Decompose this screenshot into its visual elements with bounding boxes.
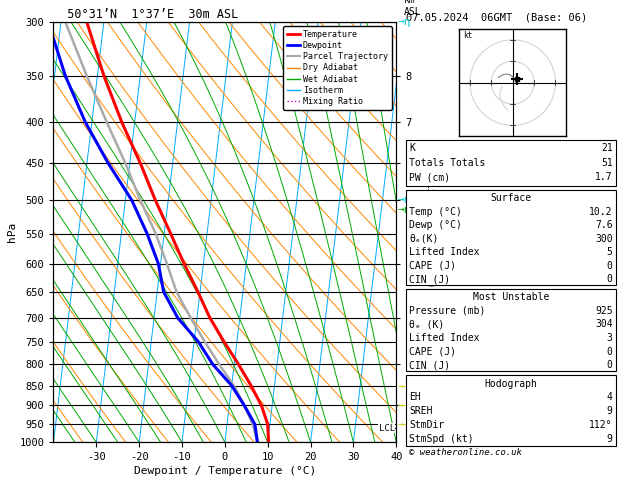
Text: EH: EH [409,392,421,402]
Text: 50°31’N  1°37’E  30m ASL: 50°31’N 1°37’E 30m ASL [53,8,239,21]
Text: SREH: SREH [409,406,433,416]
Text: →→: →→ [398,381,409,391]
Text: Hodograph: Hodograph [484,379,538,389]
Text: 112°: 112° [589,420,613,430]
Text: →η: →η [398,195,411,205]
Text: © weatheronline.co.uk: © weatheronline.co.uk [409,448,521,457]
Text: 925: 925 [595,306,613,316]
Text: θₑ(K): θₑ(K) [409,234,439,244]
Text: StmDir: StmDir [409,420,445,430]
Text: 1.7: 1.7 [595,173,613,182]
Y-axis label: hPa: hPa [7,222,16,242]
Text: 0: 0 [607,347,613,357]
Text: 0: 0 [607,261,613,271]
Text: Totals Totals: Totals Totals [409,158,486,168]
Text: 4: 4 [607,392,613,402]
Text: Mixing Ratio (g/kg): Mixing Ratio (g/kg) [425,176,435,288]
Text: 0: 0 [607,275,613,284]
Text: 7.6: 7.6 [595,221,613,230]
Text: Surface: Surface [491,193,532,204]
Text: Pressure (mb): Pressure (mb) [409,306,486,316]
Text: 10.2: 10.2 [589,207,613,217]
Text: 5: 5 [607,247,613,258]
Text: km
ASL: km ASL [404,0,421,17]
Text: θₑ (K): θₑ (K) [409,319,445,330]
Text: CIN (J): CIN (J) [409,275,450,284]
Text: →→: →→ [398,419,409,430]
Text: 21: 21 [601,143,613,154]
Text: CAPE (J): CAPE (J) [409,347,457,357]
Text: 9: 9 [607,406,613,416]
Text: K: K [409,143,415,154]
Text: →η: →η [398,17,411,27]
Text: Lifted Index: Lifted Index [409,247,480,258]
Text: LCL: LCL [379,423,395,433]
Text: 3: 3 [607,333,613,343]
Text: 9: 9 [607,434,613,444]
Text: 304: 304 [595,319,613,330]
X-axis label: Dewpoint / Temperature (°C): Dewpoint / Temperature (°C) [134,466,316,476]
Text: StmSpd (kt): StmSpd (kt) [409,434,474,444]
Text: 51: 51 [601,158,613,168]
Text: 300: 300 [595,234,613,244]
Text: →→: →→ [398,400,409,410]
Text: Dewp (°C): Dewp (°C) [409,221,462,230]
Text: →η: →η [398,205,411,215]
Text: CIN (J): CIN (J) [409,360,450,370]
Text: 0: 0 [607,360,613,370]
Text: 07.05.2024  06GMT  (Base: 06): 07.05.2024 06GMT (Base: 06) [406,12,587,22]
Text: Temp (°C): Temp (°C) [409,207,462,217]
Text: PW (cm): PW (cm) [409,173,450,182]
Text: Lifted Index: Lifted Index [409,333,480,343]
Legend: Temperature, Dewpoint, Parcel Trajectory, Dry Adiabat, Wet Adiabat, Isotherm, Mi: Temperature, Dewpoint, Parcel Trajectory… [283,26,392,110]
Text: CAPE (J): CAPE (J) [409,261,457,271]
Text: kt: kt [464,31,473,40]
Text: Most Unstable: Most Unstable [473,292,549,302]
